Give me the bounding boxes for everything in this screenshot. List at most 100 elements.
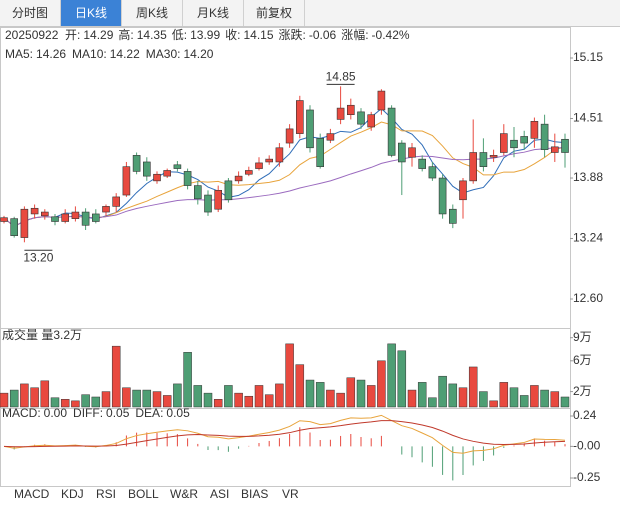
period-tab[interactable]: 日K线: [61, 0, 122, 26]
volume-bar: [530, 385, 539, 408]
candle-body: [81, 211, 90, 226]
macd-legend-name: DEA:: [135, 406, 163, 420]
volume-tick-label: 6万: [573, 353, 592, 367]
candle-body: [132, 155, 141, 172]
volume-bar: [550, 391, 560, 408]
volume-bar: [60, 399, 70, 408]
candle-body: [448, 208, 457, 224]
volume-bar: [132, 389, 141, 408]
indicator-tab[interactable]: RSI: [96, 487, 116, 501]
candle-body: [275, 147, 284, 163]
volume-bar: [162, 395, 172, 408]
candle-body: [387, 107, 396, 156]
volume-bar: [91, 396, 101, 408]
volume-bar: [295, 364, 305, 408]
volume-bar: [397, 350, 407, 408]
volume-bar: [264, 394, 274, 408]
candle-body: [265, 158, 274, 163]
indicator-tab[interactable]: BIAS: [241, 487, 268, 501]
candle-body: [61, 213, 70, 222]
volume-bar: [254, 385, 264, 408]
candle-body: [316, 138, 325, 167]
volume-bar: [468, 366, 478, 408]
volume-title: 成交量 量3.2万: [2, 327, 82, 342]
volume-bar: [0, 392, 9, 408]
info-value: 14.15: [243, 28, 273, 42]
period-tabs: 分时图 日K线 周K线 月K线 前复权: [0, 0, 620, 27]
candle-body: [214, 190, 222, 210]
panel-frame: [0, 408, 571, 487]
volume-bar: [173, 383, 182, 408]
volume-bar: [285, 343, 294, 408]
volume-bar: [326, 389, 335, 408]
indicator-tab[interactable]: ASI: [210, 487, 229, 501]
volume-bar: [193, 385, 203, 408]
volume-bar: [81, 394, 90, 408]
low-label: 13.20: [23, 250, 53, 264]
candle-body: [438, 177, 447, 215]
volume-bar: [336, 392, 345, 408]
panel-frame: [0, 27, 571, 329]
info-label: 低:: [172, 28, 187, 42]
info-label: 高:: [118, 27, 133, 42]
y-tick-label: 12.60: [573, 291, 603, 305]
volume-bar: [142, 389, 152, 408]
indicator-tab[interactable]: VR: [282, 487, 299, 501]
volume-bar: [183, 352, 192, 408]
volume-tick-label: 2万: [573, 384, 592, 398]
volume-bar: [366, 385, 376, 408]
y-tick-label: 14.51: [573, 111, 603, 125]
period-tab[interactable]: 周K线: [122, 0, 183, 26]
period-tab[interactable]: 分时图: [0, 0, 61, 26]
dea-line: [3, 420, 566, 448]
ma-line: [3, 107, 566, 228]
candle-body: [10, 218, 18, 236]
volume-bar: [499, 382, 509, 408]
ma-legend-name: MA30:: [146, 47, 181, 61]
volume-bar: [71, 400, 80, 408]
candle-body: [30, 207, 39, 215]
ma-legend-name: MA10:: [72, 47, 107, 61]
ma-line: [3, 121, 566, 228]
candle-body: [377, 90, 386, 111]
volume-bar: [346, 377, 356, 408]
candle-body: [122, 166, 131, 196]
candle-body: [285, 128, 294, 144]
candle-body: [357, 111, 365, 125]
candle-body: [20, 208, 29, 238]
macd-legend-value: 0.05: [166, 406, 190, 420]
indicator-tab[interactable]: KDJ: [61, 487, 84, 501]
volume-bar: [9, 389, 19, 408]
candle-body: [326, 133, 335, 141]
ma-legend-value: 14.22: [110, 47, 140, 61]
indicator-tab[interactable]: W&R: [170, 487, 198, 501]
volume-tick-label: 9万: [573, 330, 592, 344]
period-tab[interactable]: 前复权: [244, 0, 305, 26]
volume-bar: [417, 382, 427, 408]
candle-body: [428, 166, 437, 179]
indicator-tab[interactable]: MACD: [14, 487, 50, 501]
candle-body: [550, 146, 559, 153]
candle-body: [540, 123, 549, 150]
info-date: 20250922: [5, 28, 59, 42]
candle-body: [102, 206, 110, 213]
indicator-tab[interactable]: BOLL: [128, 487, 159, 501]
volume-bar: [50, 397, 60, 408]
candle-body: [204, 194, 212, 213]
candle-body: [346, 104, 355, 116]
period-tab[interactable]: 月K线: [183, 0, 244, 26]
volume-bar: [203, 392, 213, 408]
y-tick-label: 13.24: [573, 231, 603, 245]
volume-bar: [377, 360, 386, 408]
volume-bar: [509, 387, 519, 408]
candle-body: [255, 162, 263, 169]
y-tick-label: 15.15: [573, 50, 603, 64]
candle-body: [408, 147, 416, 158]
candle-body: [520, 136, 529, 144]
macd-legend-name: DIFF:: [73, 406, 103, 420]
candle-body: [561, 138, 569, 153]
volume-bar: [122, 387, 131, 408]
ma-legend-value: 14.20: [183, 47, 213, 61]
candle-body: [194, 185, 202, 200]
ma-legend-value: 14.26: [36, 47, 66, 61]
